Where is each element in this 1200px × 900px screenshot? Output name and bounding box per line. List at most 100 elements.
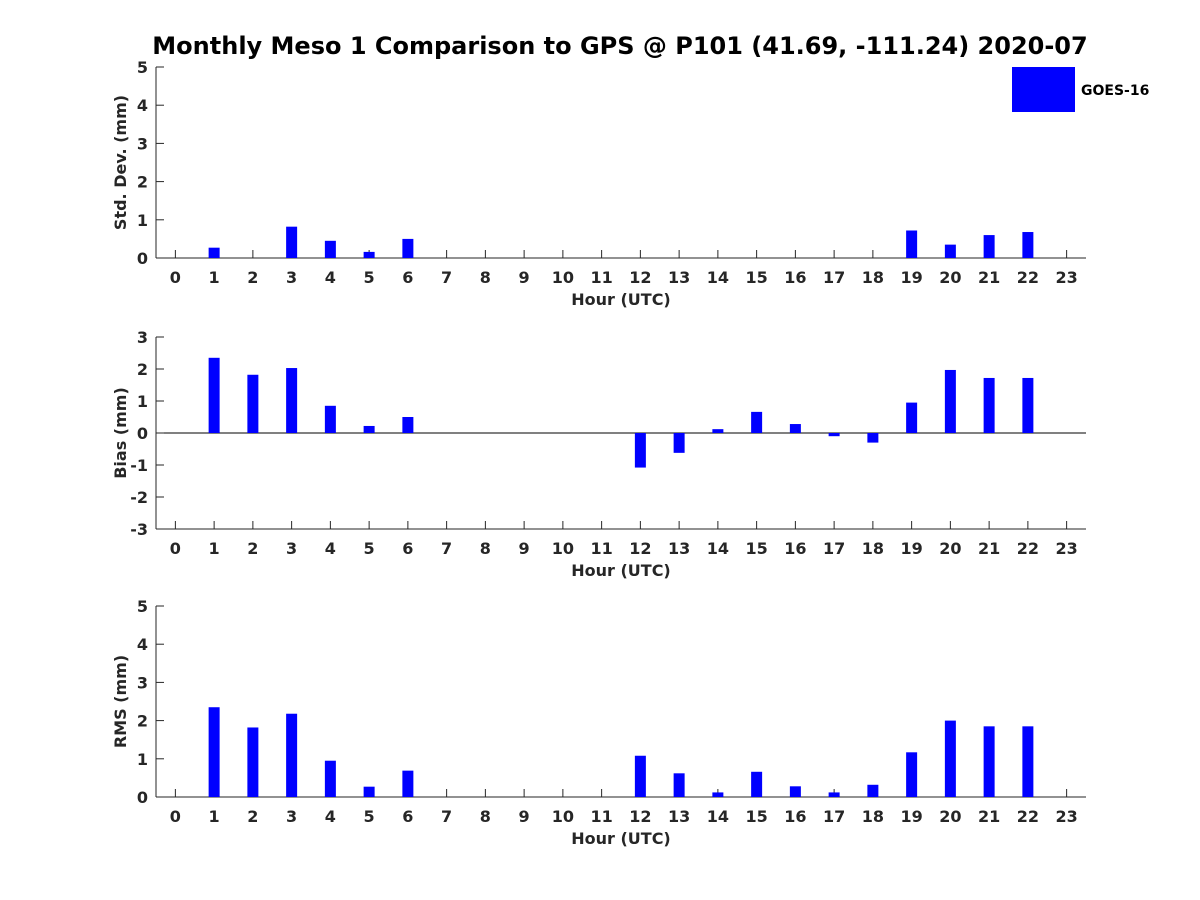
x-tick-label: 11: [590, 539, 612, 558]
bar-hour-13: [673, 433, 685, 453]
x-tick-label: 15: [745, 268, 767, 287]
bar-hour-1: [208, 247, 220, 258]
x-tick-label: 15: [745, 807, 767, 826]
bar-hour-3: [286, 226, 298, 258]
y-tick-label: 4: [137, 635, 148, 654]
x-tick-label: 4: [325, 268, 336, 287]
bar-hour-3: [286, 713, 298, 797]
x-axis-label: Hour (UTC): [571, 561, 671, 580]
y-tick-label: 2: [137, 360, 148, 379]
legend-label-goes16: GOES-16: [1081, 83, 1149, 99]
y-tick-label: -3: [130, 520, 148, 539]
x-tick-label: 2: [247, 807, 258, 826]
x-tick-label: 1: [209, 268, 220, 287]
y-tick-label: 5: [137, 58, 148, 77]
bar-hour-21: [983, 377, 995, 433]
y-tick-label: 2: [137, 173, 148, 192]
bar-hour-6: [402, 417, 414, 433]
x-tick-label: 22: [1017, 807, 1039, 826]
x-tick-label: 0: [170, 807, 181, 826]
bar-hour-21: [983, 726, 995, 797]
x-axis-label: Hour (UTC): [571, 290, 671, 309]
x-tick-label: 23: [1055, 539, 1077, 558]
y-tick-label: -1: [130, 456, 148, 475]
bar-hour-2: [247, 374, 259, 433]
x-tick-label: 7: [441, 268, 452, 287]
x-tick-label: 14: [707, 807, 729, 826]
y-tick-label: 1: [137, 211, 148, 230]
bar-hour-17: [828, 433, 840, 437]
x-tick-label: 17: [823, 268, 845, 287]
x-tick-label: 1: [209, 807, 220, 826]
x-tick-label: 0: [170, 539, 181, 558]
x-tick-label: 13: [668, 268, 690, 287]
x-tick-label: 5: [364, 807, 375, 826]
x-tick-label: 3: [286, 268, 297, 287]
x-tick-label: 19: [900, 807, 922, 826]
x-tick-label: 13: [668, 807, 690, 826]
y-tick-label: -2: [130, 488, 148, 507]
legend: GOES-16: [1012, 67, 1149, 112]
y-axis-label: Bias (mm): [111, 387, 130, 479]
bar-hour-17: [828, 792, 840, 797]
x-tick-label: 16: [784, 807, 806, 826]
x-tick-label: 10: [552, 807, 574, 826]
x-tick-label: 15: [745, 539, 767, 558]
bar-hour-6: [402, 770, 414, 797]
bar-hour-5: [363, 251, 375, 258]
bar-hour-16: [789, 786, 801, 797]
x-tick-label: 14: [707, 268, 729, 287]
bar-hour-4: [324, 405, 336, 433]
x-tick-label: 6: [402, 268, 413, 287]
bar-hour-22: [1022, 232, 1034, 258]
x-tick-label: 19: [900, 268, 922, 287]
x-tick-label: 9: [519, 268, 530, 287]
bar-hour-15: [751, 771, 763, 797]
x-tick-label: 5: [364, 539, 375, 558]
x-tick-label: 17: [823, 539, 845, 558]
bar-hour-19: [906, 230, 918, 258]
x-tick-label: 2: [247, 268, 258, 287]
x-tick-label: 11: [590, 268, 612, 287]
y-tick-label: 0: [137, 249, 148, 268]
y-tick-label: 5: [137, 597, 148, 616]
x-axis-label: Hour (UTC): [571, 829, 671, 848]
y-tick-label: 1: [137, 750, 148, 769]
bar-hour-22: [1022, 377, 1034, 433]
x-tick-label: 4: [325, 539, 336, 558]
legend-swatch-goes16: [1012, 67, 1075, 112]
bar-hour-12: [634, 755, 646, 797]
x-tick-label: 11: [590, 807, 612, 826]
x-tick-label: 12: [629, 539, 651, 558]
x-tick-label: 8: [480, 268, 491, 287]
x-tick-label: 4: [325, 807, 336, 826]
bar-hour-20: [944, 369, 956, 433]
x-tick-label: 20: [939, 807, 961, 826]
bar-hour-20: [944, 244, 956, 258]
bar-hour-16: [789, 424, 801, 433]
bar-hour-14: [712, 429, 724, 433]
bar-hour-18: [867, 433, 879, 443]
x-tick-label: 8: [480, 539, 491, 558]
x-tick-label: 7: [441, 539, 452, 558]
bar-hour-15: [751, 411, 763, 433]
bar-hour-1: [208, 707, 220, 797]
x-tick-label: 6: [402, 807, 413, 826]
chart-title: Monthly Meso 1 Comparison to GPS @ P101 …: [152, 32, 1087, 60]
x-tick-label: 19: [900, 539, 922, 558]
x-tick-label: 22: [1017, 268, 1039, 287]
x-tick-label: 5: [364, 268, 375, 287]
x-tick-label: 21: [978, 807, 1000, 826]
x-tick-label: 21: [978, 539, 1000, 558]
y-axis-label: RMS (mm): [111, 655, 130, 748]
x-tick-label: 20: [939, 539, 961, 558]
bar-hour-4: [324, 760, 336, 797]
x-tick-label: 2: [247, 539, 258, 558]
x-tick-label: 16: [784, 268, 806, 287]
x-tick-label: 12: [629, 807, 651, 826]
y-tick-label: 4: [137, 96, 148, 115]
bar-hour-22: [1022, 726, 1034, 797]
x-tick-label: 21: [978, 268, 1000, 287]
